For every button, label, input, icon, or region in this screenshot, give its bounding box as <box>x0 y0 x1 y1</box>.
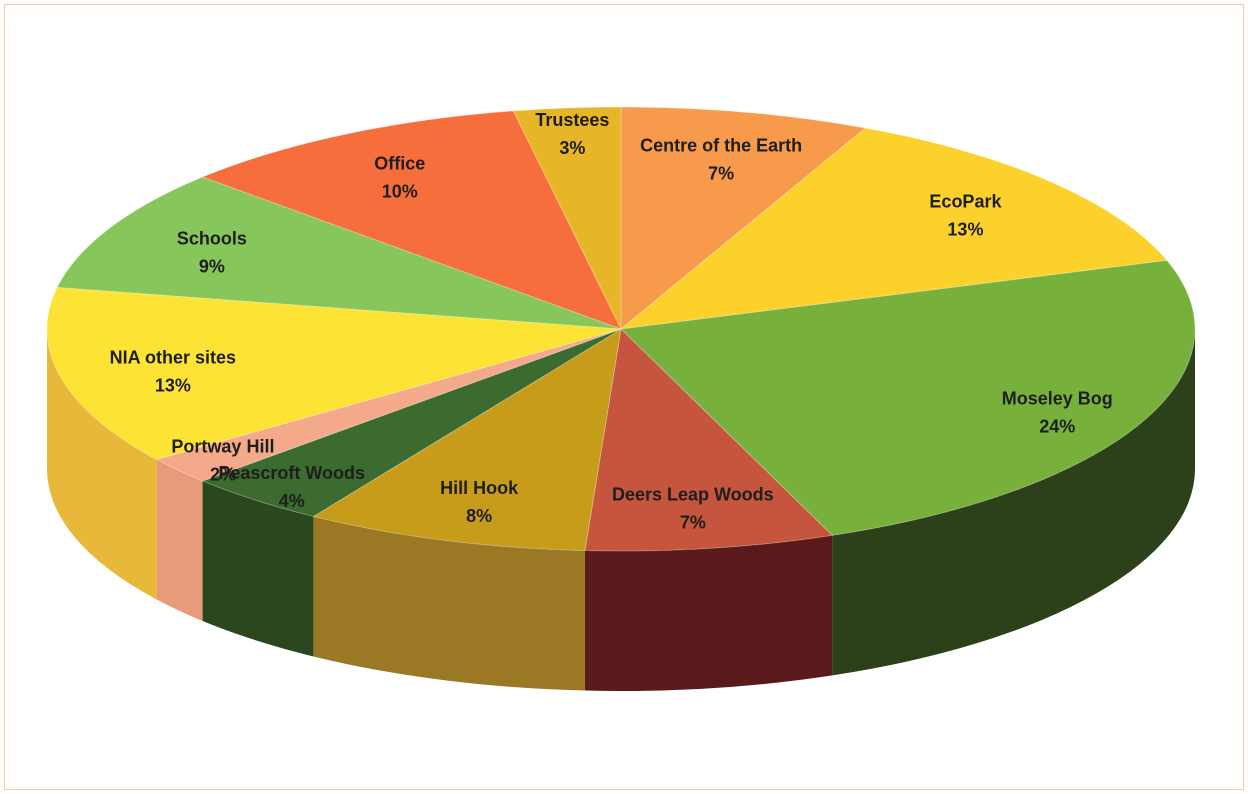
pie-side-hill-hook <box>313 516 585 691</box>
pie-sides <box>47 329 1195 691</box>
slice-name-label: Trustees <box>535 110 609 130</box>
slice-name-label: Centre of the Earth <box>640 136 802 156</box>
pie-slice-peascroft-woods <box>201 328 622 517</box>
slice-value-label: 13% <box>947 220 983 240</box>
slice-name-label: Office <box>374 153 425 173</box>
pie-chart: Centre of the Earth 7% EcoPark 13% Moseley B… <box>46 106 1196 691</box>
slice-name-label: Deers Leap Woods <box>612 484 774 504</box>
pie-slice-moseley-bog <box>619 259 1196 536</box>
slice-value-label: 3% <box>559 138 585 158</box>
pie-side-deers-leap-woods <box>584 535 833 691</box>
slice-name-label: Moseley Bog <box>1002 388 1113 408</box>
slice-value-label: 7% <box>680 512 706 532</box>
pie-label-centre-of-the-earth: Centre of the Earth 7% <box>640 136 802 184</box>
pie-label-ecopark: EcoPark 13% <box>929 192 1002 240</box>
slice-value-label: 24% <box>1039 416 1075 436</box>
slice-value-label: 9% <box>199 256 225 276</box>
slice-value-label: 4% <box>279 491 305 511</box>
pie-slice-schools <box>56 176 622 330</box>
slice-name-label: Schools <box>177 228 247 248</box>
pie-label-moseley-bog: Moseley Bog 24% <box>1002 388 1113 436</box>
slice-name-label: EcoPark <box>929 192 1002 212</box>
pie-label-trustees: Trustees 3% <box>535 110 609 158</box>
pie-label-hill-hook: Hill Hook 8% <box>440 478 519 526</box>
pie-label-schools: Schools 9% <box>177 228 247 276</box>
slice-name-label: Portway Hill <box>171 436 274 456</box>
slice-value-label: 10% <box>382 181 418 201</box>
slice-value-label: 8% <box>466 506 492 526</box>
pie-slice-nia-other-sites <box>46 286 622 461</box>
pie-slices <box>46 106 1196 552</box>
pie-slice-hill-hook <box>312 328 622 552</box>
pie-label-office: Office 10% <box>374 153 425 201</box>
pie-label-peascroft-woods: Peascroft Woods 4% <box>218 463 365 511</box>
pie-slice-centre-of-the-earth <box>620 106 867 331</box>
slice-value-label: 13% <box>155 376 191 396</box>
pie-labels: Centre of the Earth 7% EcoPark 13% Moseley B… <box>110 110 1113 532</box>
pie-slice-portway-hill <box>155 328 622 482</box>
pie-slice-trustees <box>512 106 622 330</box>
pie-label-nia-other-sites: NIA other sites 13% <box>110 348 236 396</box>
slice-name-label: Hill Hook <box>440 478 519 498</box>
pie-side-peascroft-woods <box>202 480 314 657</box>
pie-slice-ecopark <box>619 127 1168 330</box>
chart-frame: Centre of the Earth 7% EcoPark 13% Moseley B… <box>4 4 1244 790</box>
slice-name-label: NIA other sites <box>110 348 236 368</box>
pie-label-portway-hill: Portway Hill 2% <box>171 436 274 484</box>
slice-value-label: 2% <box>210 464 236 484</box>
pie-label-deers-leap-woods: Deers Leap Woods 7% <box>612 484 774 532</box>
pie-slice-office <box>201 110 622 330</box>
slice-value-label: 7% <box>708 164 734 184</box>
pie-slice-deers-leap-woods <box>584 327 834 552</box>
pie-side-portway-hill <box>156 459 203 621</box>
pie-side-moseley-bog <box>832 329 1195 676</box>
slice-name-label: Peascroft Woods <box>218 463 365 483</box>
pie-side-nia-other-sites <box>47 329 157 600</box>
